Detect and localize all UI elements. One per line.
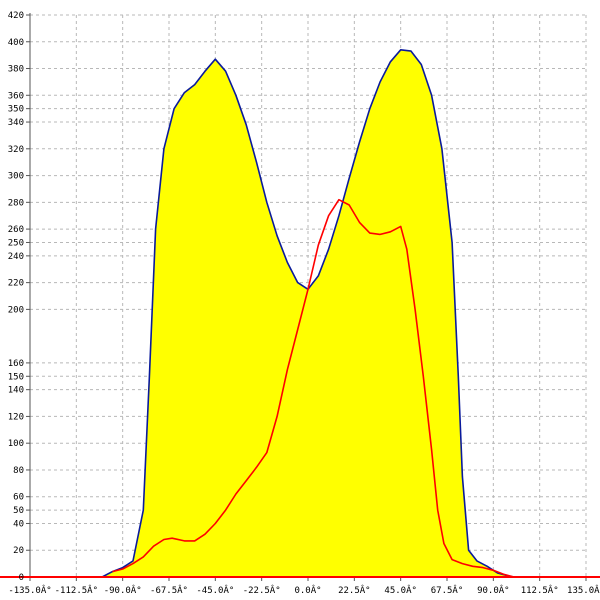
x-tick-label: 112.5Â°	[521, 584, 559, 596]
y-tick-label: 300	[8, 172, 24, 182]
x-tick-label: -45.0Â°	[196, 584, 234, 596]
axes	[0, 13, 600, 581]
y-tick-label: 100	[8, 439, 24, 449]
y-tick-label: 280	[8, 198, 24, 208]
x-tick-label: -135.0Â°	[8, 584, 51, 596]
x-tick-label: 90.0Â°	[477, 584, 510, 596]
x-tick-label: -112.5Â°	[55, 584, 98, 596]
y-tick-label: 20	[13, 546, 24, 556]
x-tick-label: 22.5Â°	[338, 584, 371, 596]
y-tick-label: 60	[13, 493, 24, 503]
y-tick-label: 260	[8, 225, 24, 235]
y-tick-label: 350	[8, 105, 24, 115]
y-tick-label: 120	[8, 412, 24, 422]
tick-labels: 0 20 40 50 60 80 100 120 140 150 160 200 220 240 250 26…	[8, 11, 600, 596]
y-tick-label: 420	[8, 11, 24, 21]
y-tick-label: 0	[19, 573, 24, 583]
y-tick-label: 380	[8, 65, 24, 75]
series-1-line	[112, 198, 515, 578]
y-tick-label: 140	[8, 386, 24, 396]
y-tick-label: 250	[8, 238, 24, 248]
x-tick-label: 45.0Â°	[384, 584, 417, 596]
y-tick-label: 40	[13, 519, 24, 529]
x-tick-label: -90.0Â°	[104, 584, 142, 596]
y-tick-label: 200	[8, 305, 24, 315]
y-tick-label: 160	[8, 359, 24, 369]
x-tick-label: -22.5Â°	[243, 584, 281, 596]
y-tick-label: 240	[8, 252, 24, 262]
x-tick-label: 135.0Â°	[567, 584, 600, 596]
y-tick-label: 340	[8, 118, 24, 128]
series-layer	[101, 49, 515, 578]
series-0-area	[102, 49, 514, 578]
y-tick-label: 50	[13, 506, 24, 516]
series-0-line	[101, 49, 515, 578]
x-tick-label: 0.0Â°	[294, 584, 321, 596]
x-tick-label: 67.5Â°	[431, 584, 464, 596]
y-tick-label: 360	[8, 91, 24, 101]
y-tick-label: 400	[8, 38, 24, 48]
y-tick-label: 150	[8, 372, 24, 382]
y-tick-label: 320	[8, 145, 24, 155]
y-tick-label: 80	[13, 466, 24, 476]
y-tick-label: 220	[8, 279, 24, 289]
x-tick-label: -67.5Â°	[150, 584, 188, 596]
